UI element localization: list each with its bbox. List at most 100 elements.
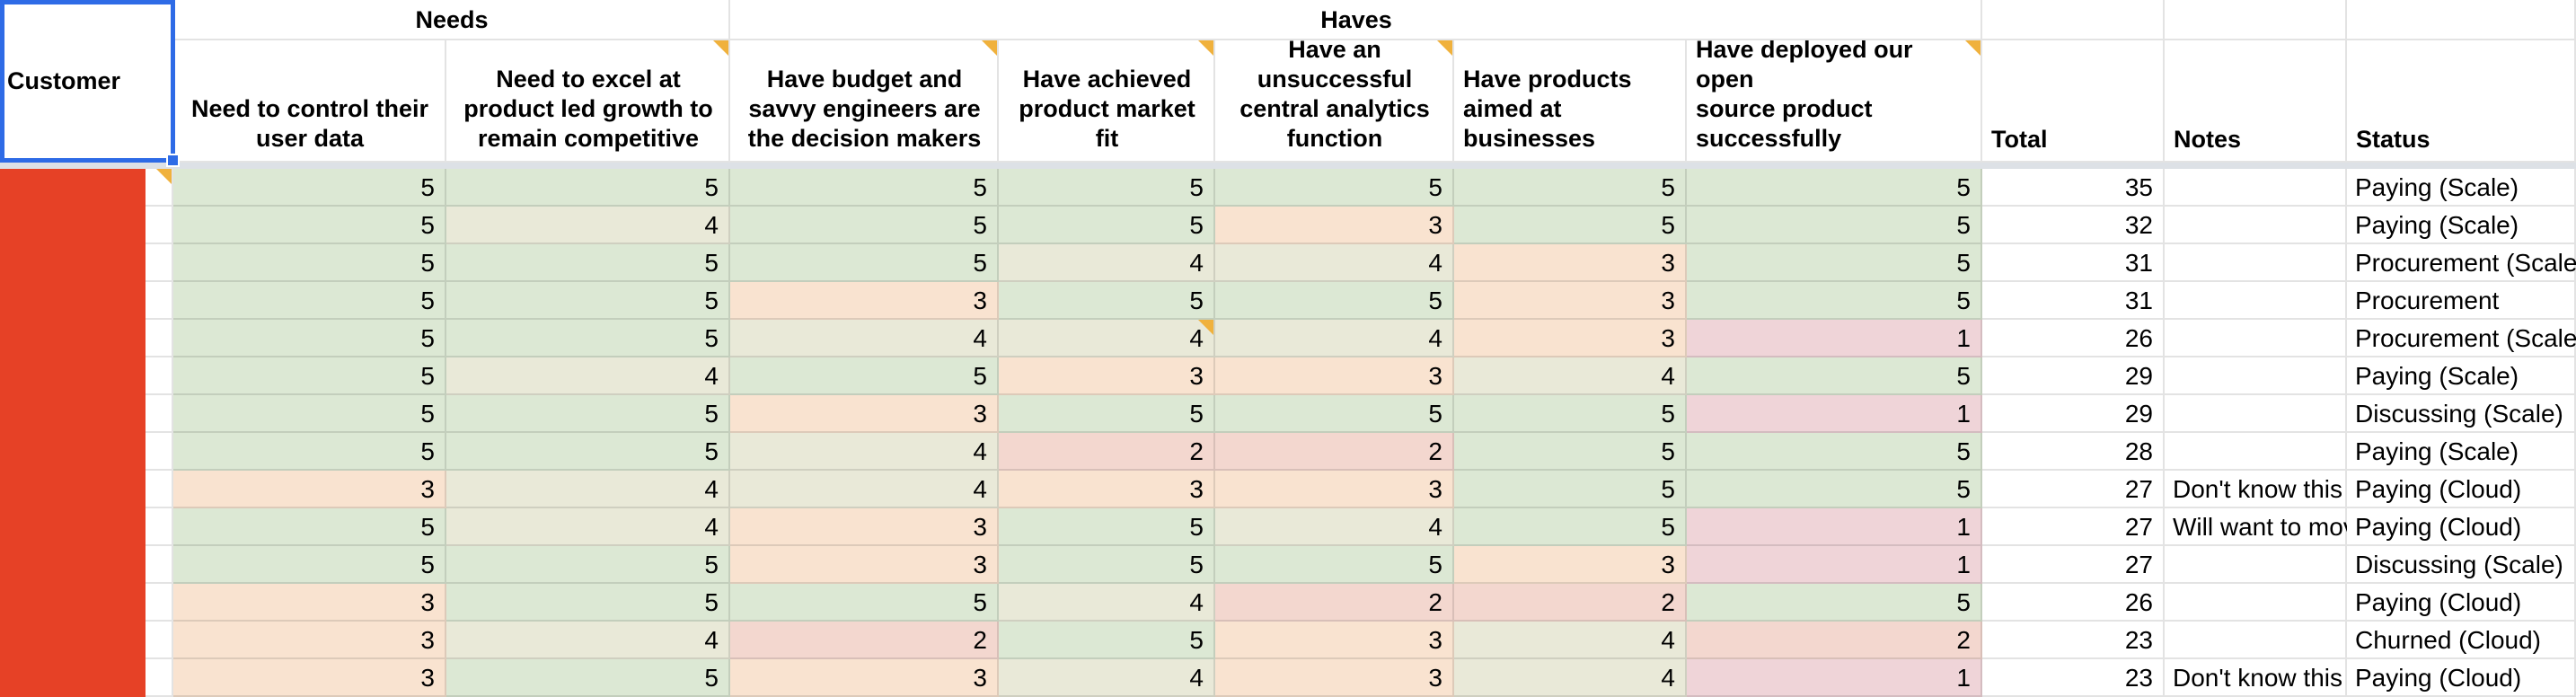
- group-header-needs[interactable]: Needs: [173, 0, 730, 40]
- note-cell[interactable]: [2165, 282, 2347, 320]
- total-cell[interactable]: 27: [1982, 508, 2165, 546]
- score-cell[interactable]: 4: [1215, 244, 1454, 282]
- score-cell[interactable]: 5: [173, 508, 446, 546]
- score-cell[interactable]: 2: [1454, 584, 1687, 622]
- score-cell[interactable]: 5: [446, 395, 730, 433]
- empty-cell[interactable]: [1982, 0, 2165, 40]
- selection-fill-handle[interactable]: [166, 154, 180, 167]
- score-cell[interactable]: 2: [1215, 433, 1454, 471]
- total-cell[interactable]: 35: [1982, 169, 2165, 207]
- score-cell[interactable]: 4: [446, 471, 730, 508]
- column-header-budget-savvy-engineers[interactable]: Have budget and savvy engineers are the …: [730, 40, 999, 163]
- score-cell[interactable]: 5: [1454, 471, 1687, 508]
- note-cell[interactable]: [2165, 320, 2347, 357]
- score-cell[interactable]: 5: [1454, 433, 1687, 471]
- column-header-notes[interactable]: Notes: [2165, 40, 2347, 163]
- score-cell[interactable]: 5: [446, 433, 730, 471]
- status-cell[interactable]: Churned (Cloud): [2347, 622, 2576, 659]
- score-cell[interactable]: 5: [999, 395, 1215, 433]
- status-cell[interactable]: Paying (Cloud): [2347, 471, 2576, 508]
- total-cell[interactable]: 26: [1982, 320, 2165, 357]
- note-cell[interactable]: Will want to mov: [2165, 508, 2347, 546]
- score-cell[interactable]: 4: [1454, 622, 1687, 659]
- score-cell[interactable]: 4: [446, 622, 730, 659]
- status-cell[interactable]: Paying (Scale): [2347, 433, 2576, 471]
- column-header-deployed-open-source[interactable]: Have deployed our open source product su…: [1687, 40, 1982, 163]
- score-cell[interactable]: 4: [999, 659, 1215, 697]
- score-cell[interactable]: 5: [999, 508, 1215, 546]
- score-cell[interactable]: 5: [173, 320, 446, 357]
- status-cell[interactable]: Paying (Cloud): [2347, 659, 2576, 697]
- score-cell[interactable]: 4: [730, 320, 999, 357]
- status-cell[interactable]: Paying (Cloud): [2347, 508, 2576, 546]
- score-cell[interactable]: 3: [1215, 357, 1454, 395]
- score-cell[interactable]: 5: [173, 207, 446, 244]
- status-cell[interactable]: Paying (Scale): [2347, 169, 2576, 207]
- status-cell[interactable]: Discussing (Scale): [2347, 395, 2576, 433]
- score-cell[interactable]: 5: [1215, 395, 1454, 433]
- score-cell[interactable]: 3: [1215, 622, 1454, 659]
- column-header-need-control-user-data[interactable]: Need to control their user data: [173, 40, 446, 163]
- score-cell[interactable]: 5: [173, 244, 446, 282]
- score-cell[interactable]: 3: [730, 395, 999, 433]
- total-cell[interactable]: 32: [1982, 207, 2165, 244]
- score-cell[interactable]: 5: [999, 282, 1215, 320]
- empty-cell[interactable]: [2165, 0, 2347, 40]
- score-cell[interactable]: 3: [1215, 471, 1454, 508]
- note-cell[interactable]: [2165, 207, 2347, 244]
- group-header-haves[interactable]: Haves: [730, 0, 1982, 40]
- score-cell[interactable]: 5: [730, 169, 999, 207]
- score-cell[interactable]: 3: [1215, 659, 1454, 697]
- score-cell[interactable]: 5: [999, 546, 1215, 584]
- status-cell[interactable]: Paying (Scale): [2347, 207, 2576, 244]
- score-cell[interactable]: 5: [446, 320, 730, 357]
- score-cell[interactable]: 4: [999, 584, 1215, 622]
- score-cell[interactable]: 5: [1687, 244, 1982, 282]
- column-header-unsuccessful-analytics[interactable]: Have an unsuccessful central analytics f…: [1215, 40, 1454, 163]
- score-cell[interactable]: 5: [730, 584, 999, 622]
- score-cell[interactable]: 3: [730, 508, 999, 546]
- total-cell[interactable]: 27: [1982, 471, 2165, 508]
- score-cell[interactable]: 1: [1687, 508, 1982, 546]
- score-cell[interactable]: 5: [173, 169, 446, 207]
- score-cell[interactable]: 3: [173, 584, 446, 622]
- score-cell[interactable]: 1: [1687, 546, 1982, 584]
- score-cell[interactable]: 5: [446, 282, 730, 320]
- score-cell[interactable]: 4: [999, 320, 1215, 357]
- score-cell[interactable]: 5: [730, 357, 999, 395]
- score-cell[interactable]: 3: [173, 622, 446, 659]
- score-cell[interactable]: 5: [730, 244, 999, 282]
- score-cell[interactable]: 5: [173, 395, 446, 433]
- score-cell[interactable]: 4: [1215, 320, 1454, 357]
- score-cell[interactable]: 5: [1687, 433, 1982, 471]
- score-cell[interactable]: 3: [173, 471, 446, 508]
- score-cell[interactable]: 3: [173, 659, 446, 697]
- score-cell[interactable]: 4: [730, 471, 999, 508]
- score-cell[interactable]: 1: [1687, 320, 1982, 357]
- score-cell[interactable]: 5: [173, 433, 446, 471]
- score-cell[interactable]: 5: [1454, 207, 1687, 244]
- total-cell[interactable]: 31: [1982, 244, 2165, 282]
- score-cell[interactable]: 5: [446, 244, 730, 282]
- status-cell[interactable]: Procurement: [2347, 282, 2576, 320]
- score-cell[interactable]: 5: [1687, 282, 1982, 320]
- total-cell[interactable]: 23: [1982, 659, 2165, 697]
- score-cell[interactable]: 3: [1454, 282, 1687, 320]
- score-cell[interactable]: 5: [1687, 169, 1982, 207]
- score-cell[interactable]: 5: [1215, 546, 1454, 584]
- status-cell[interactable]: Discussing (Scale): [2347, 546, 2576, 584]
- score-cell[interactable]: 3: [1215, 207, 1454, 244]
- score-cell[interactable]: 5: [446, 659, 730, 697]
- score-cell[interactable]: 3: [1454, 546, 1687, 584]
- score-cell[interactable]: 2: [1215, 584, 1454, 622]
- total-cell[interactable]: 28: [1982, 433, 2165, 471]
- note-cell[interactable]: [2165, 584, 2347, 622]
- note-cell[interactable]: [2165, 169, 2347, 207]
- column-header-total[interactable]: Total: [1982, 40, 2165, 163]
- note-cell[interactable]: [2165, 433, 2347, 471]
- note-cell[interactable]: [2165, 357, 2347, 395]
- score-cell[interactable]: 5: [173, 282, 446, 320]
- score-cell[interactable]: 1: [1687, 395, 1982, 433]
- score-cell[interactable]: 3: [999, 471, 1215, 508]
- column-header-need-excel-plg[interactable]: Need to excel at product led growth to r…: [446, 40, 730, 163]
